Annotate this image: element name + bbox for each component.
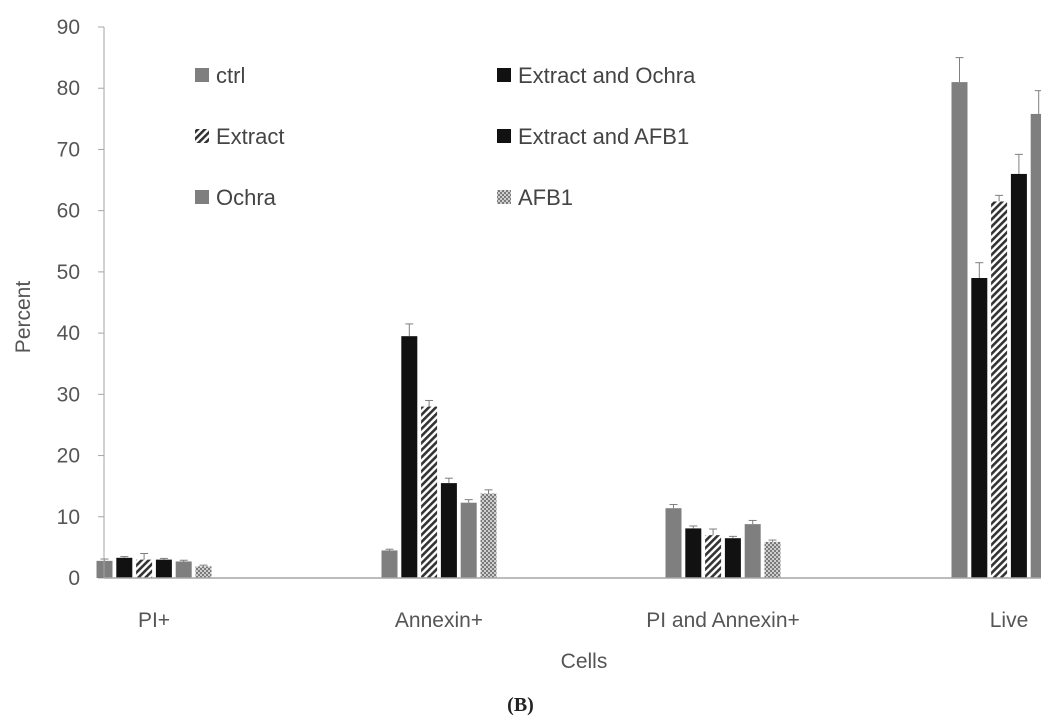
y-tick-label: 0: [68, 567, 80, 590]
bar: [381, 550, 398, 578]
legend-swatch: [195, 190, 209, 204]
bar: [136, 559, 153, 578]
bar: [1030, 113, 1041, 579]
bar: [480, 493, 497, 578]
y-axis-title: Percent: [12, 281, 35, 354]
legend-label: Extract and AFB1: [518, 124, 689, 149]
legend-swatch: [195, 68, 209, 82]
y-tick-label: 90: [57, 16, 80, 39]
y-tick-label: 20: [57, 445, 80, 468]
bar: [1010, 173, 1027, 578]
legend-swatch: [497, 190, 511, 204]
bar: [971, 278, 988, 578]
y-tick-label: 60: [57, 200, 80, 223]
bar: [421, 406, 438, 578]
legend-swatch: [195, 129, 209, 143]
legend-swatch: [497, 129, 511, 143]
bar: [401, 336, 418, 578]
x-tick-label: PI and Annexin+: [646, 609, 800, 632]
y-tick-label: 10: [57, 506, 80, 529]
x-tick-label: PI+: [138, 609, 170, 632]
bar: [116, 557, 133, 578]
bar: [685, 528, 702, 578]
bar-series-group: [96, 57, 1041, 579]
y-tick-label: 30: [57, 383, 80, 406]
legend-swatch: [497, 68, 511, 82]
bar: [764, 541, 781, 578]
bar: [724, 538, 741, 578]
bar: [195, 566, 212, 578]
bar: [951, 82, 968, 578]
bar: [705, 535, 722, 578]
legend: ctrl Extract and Ochra Extract Extract and …: [195, 63, 696, 210]
legend-label: Ochra: [216, 185, 277, 210]
bar: [991, 201, 1008, 578]
y-tick-label: 40: [57, 322, 80, 345]
x-tick-label: Annexin+: [395, 609, 483, 632]
y-tick-label: 80: [57, 77, 80, 100]
figure-caption: (B): [507, 694, 534, 716]
y-tick-label: 50: [57, 261, 80, 284]
x-axis-title: Cells: [561, 650, 608, 673]
legend-label: Extract: [216, 124, 284, 149]
bar: [744, 524, 761, 578]
legend-label: Extract and Ochra: [518, 63, 696, 88]
bar: [440, 483, 457, 578]
x-tick-label: Live: [990, 609, 1029, 632]
bar: [460, 502, 477, 578]
bar: [155, 559, 172, 578]
legend-label: ctrl: [216, 63, 245, 88]
legend-label: AFB1: [518, 185, 573, 210]
y-tick-label: 70: [57, 138, 80, 161]
bar: [665, 508, 682, 578]
x-axis-category-labels: PI+ Annexin+ PI and Annexin+ Live: [138, 609, 1028, 632]
y-axis-tick-labels: 0 10 20 30 40 50 60 70 80 90: [57, 16, 104, 590]
bar: [175, 561, 192, 578]
